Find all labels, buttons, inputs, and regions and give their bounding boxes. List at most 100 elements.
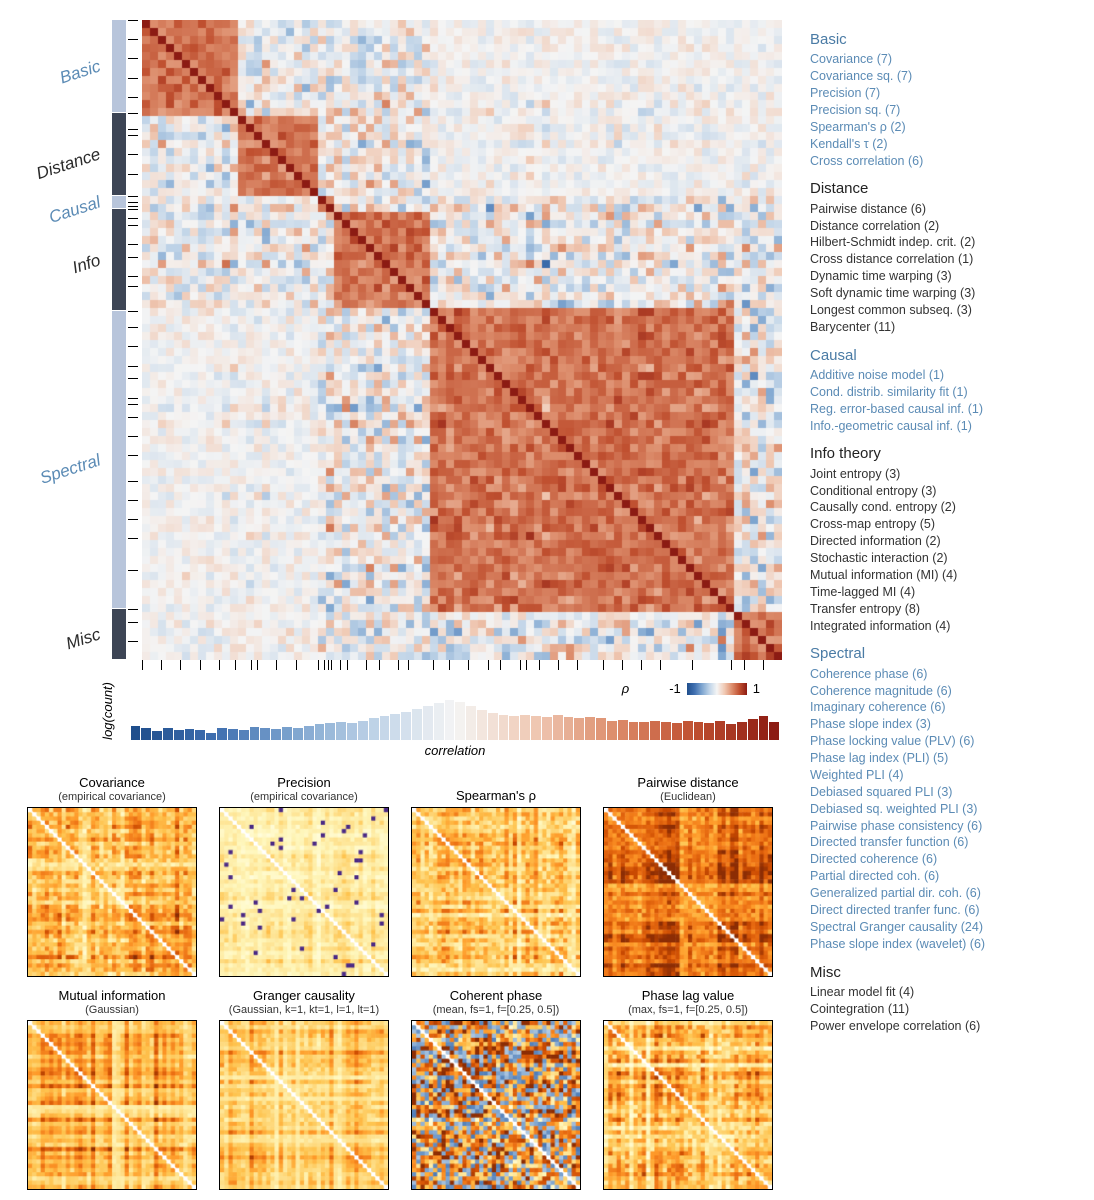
small-title: Granger causality <box>229 988 379 1004</box>
hist-bar <box>477 710 487 740</box>
figure-container: BasicDistanceCausalInfoSpectralMisc log(… <box>0 0 1094 1200</box>
hist-bar <box>315 724 325 740</box>
legend-item: Phase locking value (PLV) (6) <box>810 733 1084 750</box>
hist-bar <box>239 730 249 740</box>
col-tick <box>603 660 604 670</box>
row-tick <box>128 327 138 328</box>
small-multiples-grid: Covariance(empirical covariance)Precisio… <box>10 772 790 1190</box>
col-tick <box>142 660 143 670</box>
row-tick <box>128 206 138 207</box>
hist-bar <box>499 715 509 740</box>
hist-bar <box>293 728 303 740</box>
col-tick <box>296 660 297 670</box>
legend-group-title: Info theory <box>810 444 1084 464</box>
row-tick <box>128 570 138 571</box>
row-tick <box>128 129 138 130</box>
small-title: Phase lag value <box>628 988 748 1004</box>
small-subtitle: (max, fs=1, f=[0.25, 0.5]) <box>628 1004 748 1017</box>
legend-item: Cointegration (11) <box>810 1001 1084 1018</box>
hist-bar <box>715 721 725 740</box>
small-title: Spearman's ρ <box>456 788 536 804</box>
legend-item: Cond. distrib. similarity fit (1) <box>810 384 1084 401</box>
col-tick <box>379 660 380 670</box>
small-title: Coherent phase <box>433 988 560 1004</box>
col-tick <box>257 660 258 670</box>
hist-bar <box>596 718 606 740</box>
row-tick <box>128 366 138 367</box>
row-tick <box>128 58 138 59</box>
legend-item: Coherence phase (6) <box>810 666 1084 683</box>
legend-item: Distance correlation (2) <box>810 218 1084 235</box>
legend-item: Linear model fit (4) <box>810 984 1084 1001</box>
hist-bar <box>271 729 281 740</box>
col-tick <box>180 660 181 670</box>
hist-ylabel: log(count) <box>100 682 120 740</box>
legend-item: Pairwise distance (6) <box>810 201 1084 218</box>
hist-bar <box>369 718 379 740</box>
legend-item: Debiased squared PLI (3) <box>810 784 1084 801</box>
col-tick <box>526 660 527 670</box>
legend-item: Imaginary coherence (6) <box>810 699 1084 716</box>
col-tick <box>328 660 329 670</box>
row-tick <box>128 174 138 175</box>
row-tick <box>128 346 138 347</box>
category-bar <box>112 20 126 112</box>
hist-bar <box>455 702 465 740</box>
small-multiple: Pairwise distance(Euclidean) <box>596 772 780 977</box>
hist-bar <box>282 727 292 740</box>
col-tick <box>449 660 450 670</box>
legend-item: Info.-geometric causal inf. (1) <box>810 418 1084 435</box>
legend-item: Directed coherence (6) <box>810 851 1084 868</box>
col-tick <box>200 660 201 670</box>
small-heatmap <box>27 807 197 977</box>
small-multiple: Phase lag value(max, fs=1, f=[0.25, 0.5]… <box>596 985 780 1190</box>
col-tick <box>251 660 252 670</box>
row-tick <box>128 20 138 21</box>
row-tick <box>128 113 138 114</box>
col-tick <box>235 660 236 670</box>
small-multiple: Mutual information(Gaussian) <box>20 985 204 1190</box>
col-tick <box>468 660 469 670</box>
hist-bar <box>726 724 736 740</box>
legend-item: Phase lag index (PLI) (5) <box>810 750 1084 767</box>
small-subtitle: (empirical covariance) <box>58 791 166 804</box>
category-label-misc: Misc <box>11 625 103 672</box>
legend-group-title: Distance <box>810 179 1084 199</box>
col-tick <box>641 660 642 670</box>
legend-item: Transfer entropy (8) <box>810 601 1084 618</box>
legend-item: Barycenter (11) <box>810 319 1084 336</box>
small-heatmap <box>219 1020 389 1190</box>
small-title: Mutual information <box>59 988 166 1004</box>
hist-bar <box>531 716 541 740</box>
hist-bar <box>260 728 270 740</box>
legend-item: Precision (7) <box>810 85 1084 102</box>
col-tick <box>577 660 578 670</box>
hist-bar <box>163 728 173 740</box>
legend-item: Conditional entropy (3) <box>810 483 1084 500</box>
legend-item: Directed information (2) <box>810 533 1084 550</box>
row-tick <box>128 398 138 399</box>
col-tick <box>347 660 348 670</box>
hist-bar <box>131 726 141 740</box>
row-tick <box>128 135 138 136</box>
legend-item: Hilbert-Schmidt indep. crit. (2) <box>810 234 1084 251</box>
hist-bar <box>564 717 574 740</box>
methods-legend: BasicCovariance (7)Covariance sq. (7)Pre… <box>800 0 1094 1200</box>
legend-item: Covariance (7) <box>810 51 1084 68</box>
hist-bar <box>759 716 769 740</box>
legend-item: Joint entropy (3) <box>810 466 1084 483</box>
hist-bar <box>618 720 628 740</box>
col-tick <box>692 660 693 670</box>
hist-bar <box>195 730 205 740</box>
row-ticks <box>128 20 142 660</box>
legend-item: Weighted PLI (4) <box>810 767 1084 784</box>
row-tick <box>128 436 138 437</box>
row-tick <box>128 311 138 312</box>
row-tick <box>128 39 138 40</box>
hist-bar <box>509 716 519 740</box>
histogram-bars <box>120 700 790 740</box>
row-tick <box>128 481 138 482</box>
hist-bar <box>661 722 671 740</box>
hist-bar <box>704 723 714 740</box>
row-tick <box>128 97 138 98</box>
